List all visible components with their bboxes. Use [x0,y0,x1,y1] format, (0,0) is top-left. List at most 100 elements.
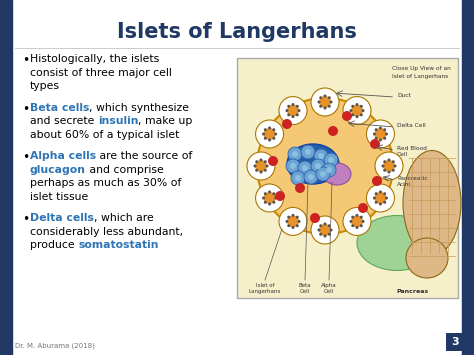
Circle shape [301,145,315,159]
Circle shape [351,215,354,219]
Ellipse shape [403,151,461,256]
Circle shape [351,105,363,116]
Circle shape [349,109,353,112]
Circle shape [319,96,322,99]
Circle shape [374,137,378,140]
Circle shape [319,105,322,108]
Circle shape [273,128,275,131]
Circle shape [264,201,267,204]
Circle shape [259,170,263,174]
Circle shape [268,190,271,193]
Circle shape [264,192,275,204]
Circle shape [255,160,267,172]
Circle shape [383,160,386,163]
Text: islet tissue: islet tissue [30,192,88,202]
Circle shape [320,171,326,177]
Circle shape [291,171,305,185]
Ellipse shape [323,163,351,185]
Circle shape [273,201,275,204]
Circle shape [392,169,395,172]
Circle shape [329,100,333,104]
Circle shape [360,224,363,227]
Circle shape [374,192,386,204]
Text: Alpha cells: Alpha cells [30,151,96,161]
Text: Delta Cell: Delta Cell [397,123,426,128]
Circle shape [370,139,380,149]
Circle shape [315,163,321,169]
Circle shape [255,184,283,212]
Circle shape [319,233,322,236]
Circle shape [328,224,331,227]
Circle shape [285,220,289,223]
Circle shape [343,207,371,235]
Circle shape [379,126,382,130]
Circle shape [264,128,267,131]
Circle shape [268,203,271,206]
Circle shape [279,97,307,125]
Circle shape [292,214,294,217]
Text: Dr. M. Aburama (2018): Dr. M. Aburama (2018) [15,343,95,349]
Text: •: • [22,213,29,226]
Circle shape [323,223,327,225]
Circle shape [308,174,314,180]
Bar [237,58,458,298]
Ellipse shape [406,238,448,278]
Circle shape [356,103,358,106]
Text: Duct: Duct [397,93,411,98]
Circle shape [296,105,299,108]
Circle shape [393,164,397,168]
Circle shape [358,203,368,213]
Text: and secrete: and secrete [30,116,98,126]
Text: perhaps as much as 30% of: perhaps as much as 30% of [30,178,182,188]
Circle shape [287,105,290,108]
Circle shape [268,138,271,142]
Text: Islet of
Langerhans: Islet of Langerhans [249,283,281,294]
Circle shape [268,156,278,166]
Circle shape [247,152,275,180]
Circle shape [268,126,271,130]
Circle shape [385,132,388,136]
Circle shape [349,220,353,223]
Circle shape [385,197,388,200]
Circle shape [383,160,395,172]
Circle shape [255,169,258,172]
Text: glucagon: glucagon [30,165,86,175]
Circle shape [316,167,330,181]
Text: about 60% of a typical islet: about 60% of a typical islet [30,130,179,140]
Text: Alpha
Cell: Alpha Cell [321,283,337,294]
Circle shape [274,197,277,200]
Circle shape [311,159,325,173]
Text: Close Up View of an: Close Up View of an [392,66,451,71]
Circle shape [310,213,320,223]
Circle shape [282,119,292,129]
Circle shape [328,233,331,236]
Circle shape [343,97,371,125]
Circle shape [319,96,331,108]
Circle shape [264,137,267,140]
Text: , which are: , which are [94,213,154,223]
Text: •: • [22,54,29,67]
Circle shape [311,88,339,116]
Circle shape [287,215,299,228]
Circle shape [298,109,301,112]
Circle shape [351,113,354,116]
Ellipse shape [287,144,339,184]
Circle shape [318,100,320,104]
Circle shape [302,165,308,171]
Circle shape [356,214,358,217]
Circle shape [324,153,338,167]
Circle shape [360,113,363,116]
Circle shape [295,183,305,193]
Ellipse shape [357,215,437,271]
Bar [462,0,474,355]
Circle shape [383,128,386,131]
Circle shape [323,94,327,98]
Text: Red Blood
Cell: Red Blood Cell [397,146,427,157]
Circle shape [328,96,331,99]
Circle shape [287,105,299,116]
Circle shape [319,224,331,236]
Circle shape [318,229,320,231]
Circle shape [296,113,299,116]
Circle shape [264,192,267,195]
Circle shape [388,158,391,162]
